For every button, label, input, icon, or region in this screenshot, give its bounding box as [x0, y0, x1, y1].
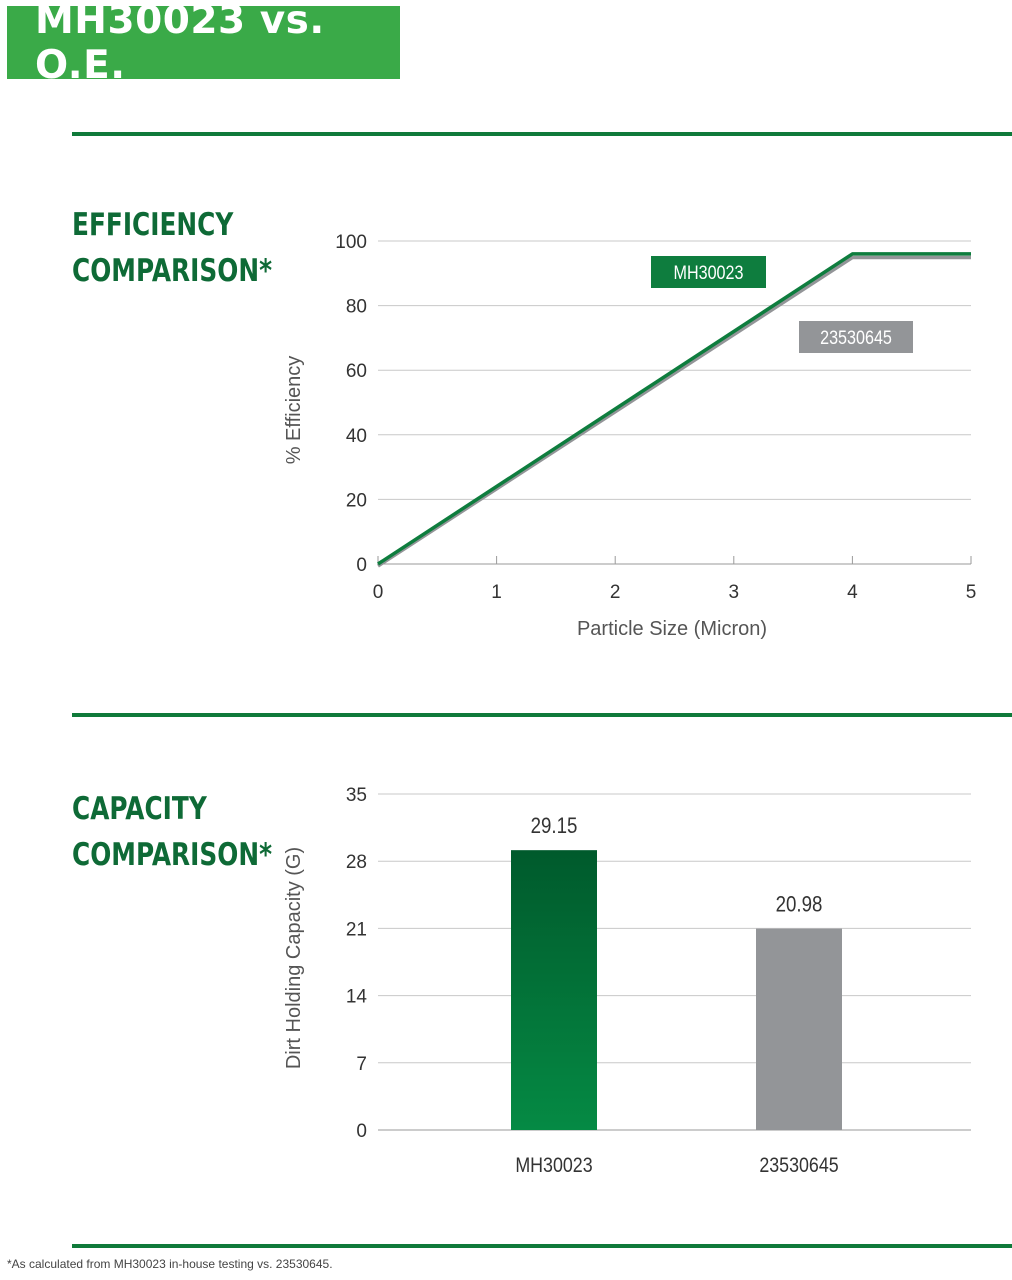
legend-label-23530645: 23530645	[820, 327, 892, 349]
x-tick-label: 4	[847, 582, 858, 603]
bar-MH30023	[511, 850, 597, 1130]
footer-divider	[72, 1244, 1012, 1248]
y-tick-label: 60	[346, 361, 367, 382]
efficiency-series	[377, 252, 971, 568]
x-tick-label: 2	[610, 582, 621, 603]
page-title: MH30023 vs. O.E.	[35, 0, 325, 88]
y-tick-label: 28	[346, 852, 367, 873]
title-banner: MH30023 vs. O.E.	[7, 0, 400, 88]
y-tick-label: 35	[346, 785, 367, 806]
efficiency-title-line-2: COMPARISON*	[72, 253, 273, 289]
efficiency-x-axis-label: Particle Size (Micron)	[577, 618, 767, 640]
bar-value-label: 29.15	[531, 815, 578, 839]
legend-swatch-23530645	[799, 321, 913, 353]
efficiency-x-ticks	[377, 556, 972, 564]
y-tick-label: 0	[356, 555, 367, 576]
capacity-title-line-1: CAPACITY	[72, 791, 207, 827]
x-tick-label: 1	[491, 582, 502, 603]
section-divider	[72, 713, 1012, 717]
capacity-bar-chart: 0 7 14 21 28 35 29.15 MH30023 20.98 23530645 Dirt…	[283, 785, 971, 1177]
y-tick-label: 20	[346, 490, 367, 511]
legend-label-MH30023: MH30023	[674, 262, 744, 284]
efficiency-y-axis-label: % Efficiency	[283, 356, 305, 465]
bar-23530645	[756, 928, 842, 1130]
x-tick-label: 3	[729, 582, 740, 603]
capacity-section-title: CAPACITY COMPARISON*	[72, 786, 272, 878]
efficiency-gridlines	[378, 240, 971, 565]
capacity-y-axis-label: Dirt Holding Capacity (G)	[283, 847, 305, 1069]
y-tick-label: 0	[356, 1121, 367, 1142]
efficiency-section-title: EFFICIENCY COMPARISON*	[72, 202, 272, 294]
series-line-MH30023	[377, 252, 971, 566]
bar-value-label: 20.98	[776, 893, 823, 917]
y-tick-label: 80	[346, 297, 367, 318]
efficiency-legend: MH30023 23530645	[651, 256, 913, 353]
efficiency-title-line-1: EFFICIENCY	[72, 207, 234, 243]
y-tick-label: 40	[346, 426, 367, 447]
x-tick-label: 0	[373, 582, 384, 603]
x-tick-label: 5	[966, 582, 977, 603]
y-tick-label: 100	[335, 232, 367, 253]
capacity-title-line-2: COMPARISON*	[72, 837, 273, 873]
capacity-bars	[511, 850, 842, 1130]
efficiency-line-chart: 0 20 40 60 80 100 0 1 2 3 4 5 MH30023 23530645 % Eff…	[283, 232, 976, 640]
section-divider	[72, 132, 1012, 136]
capacity-gridlines	[378, 793, 971, 1131]
footnote: *As calculated from MH30023 in-house tes…	[7, 1257, 333, 1271]
series-line-23530645	[377, 255, 971, 568]
y-tick-label: 7	[356, 1054, 367, 1075]
y-tick-label: 14	[346, 987, 368, 1008]
capacity-tick-labels: 0 7 14 21 28 35 29.15 MH30023 20.98 23530645	[346, 785, 839, 1177]
efficiency-tick-labels: 0 20 40 60 80 100 0 1 2 3 4 5	[335, 232, 976, 603]
x-category-label: MH30023	[515, 1154, 592, 1178]
legend-swatch-MH30023	[651, 256, 766, 288]
x-category-label: 23530645	[759, 1154, 838, 1178]
y-tick-label: 21	[346, 919, 367, 940]
